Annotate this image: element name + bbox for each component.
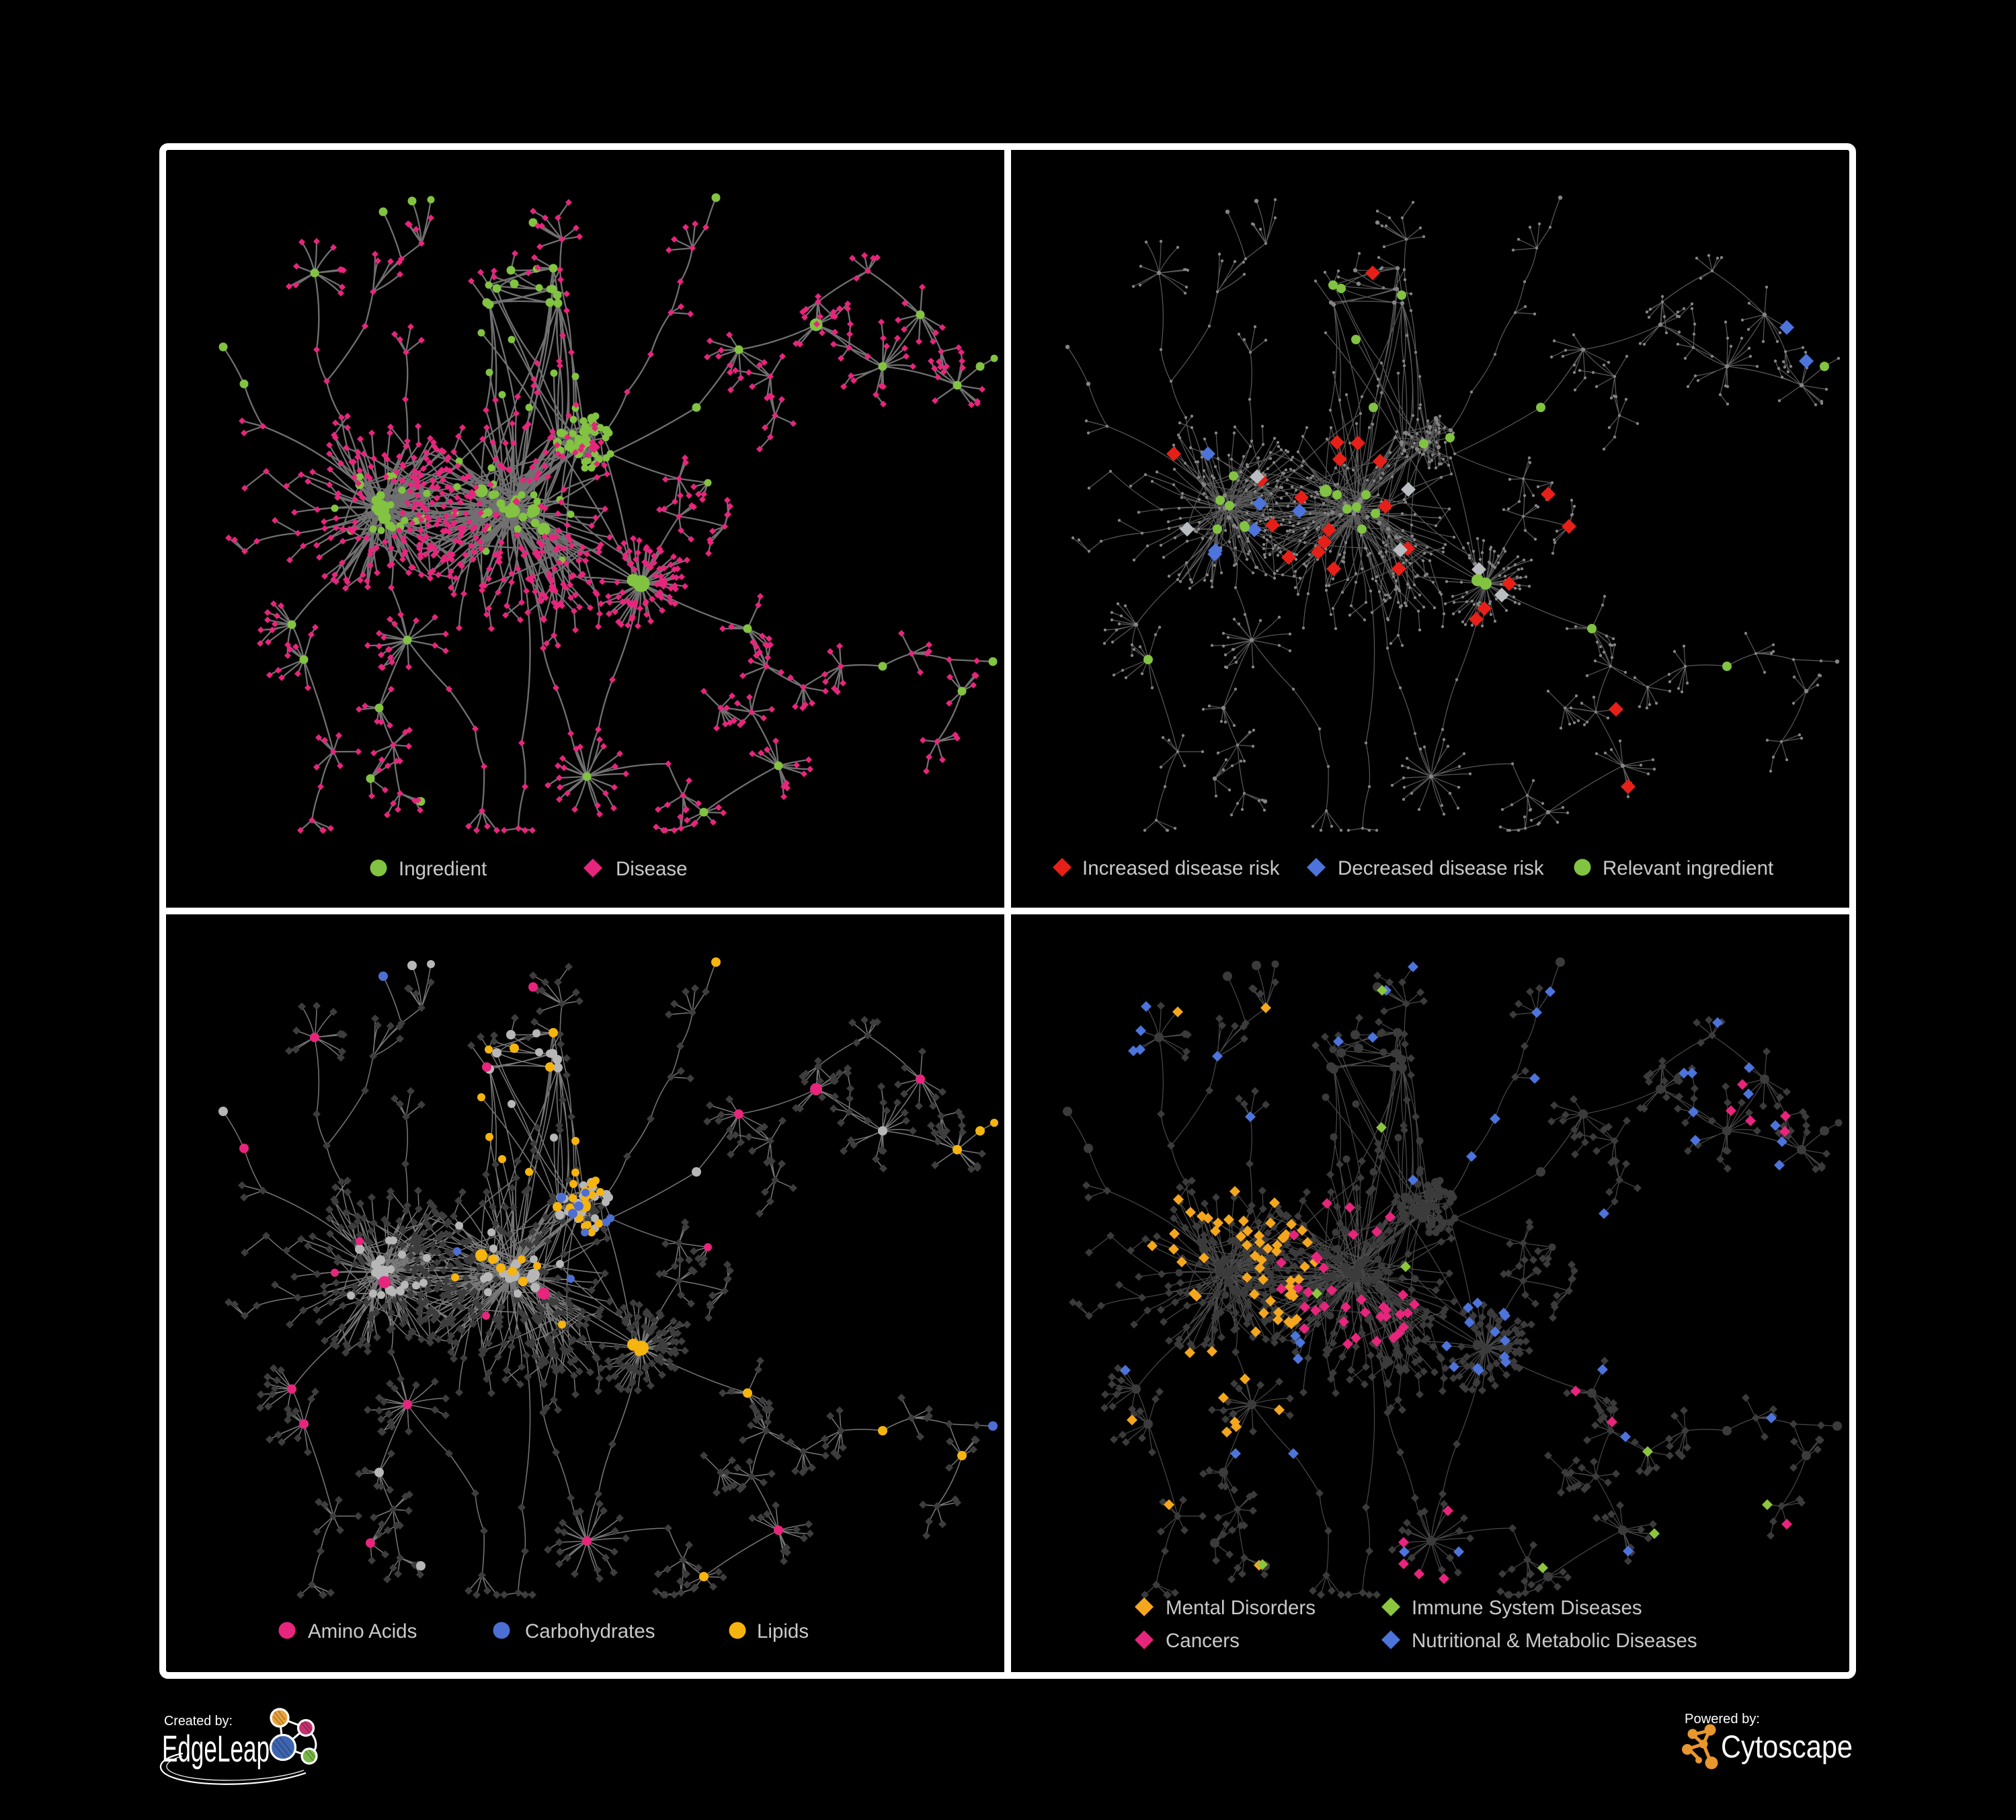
svg-text:Carbohydrates: Carbohydrates xyxy=(525,1620,655,1643)
svg-text:Powered by:: Powered by: xyxy=(1685,1712,1760,1727)
svg-text:Lipids: Lipids xyxy=(757,1620,809,1643)
svg-text:Decreased disease risk: Decreased disease risk xyxy=(1338,857,1544,879)
svg-text:Increased disease risk: Increased disease risk xyxy=(1082,857,1280,879)
svg-text:Immune System Diseases: Immune System Diseases xyxy=(1412,1597,1642,1619)
svg-text:Disease: Disease xyxy=(616,858,688,880)
svg-text:Amino Acids: Amino Acids xyxy=(308,1620,417,1643)
svg-text:Cytoscape: Cytoscape xyxy=(1721,1729,1853,1764)
svg-text:Created by:: Created by: xyxy=(164,1714,233,1729)
svg-text:Ingredient: Ingredient xyxy=(399,858,487,880)
svg-text:Cancers: Cancers xyxy=(1166,1630,1240,1652)
svg-text:Mental Disorders: Mental Disorders xyxy=(1166,1597,1316,1619)
svg-text:EdgeLeap: EdgeLeap xyxy=(162,1727,270,1770)
svg-text:Relevant ingredient: Relevant ingredient xyxy=(1603,857,1773,879)
svg-text:Nutritional & Metabolic Diseas: Nutritional & Metabolic Diseases xyxy=(1412,1630,1697,1652)
